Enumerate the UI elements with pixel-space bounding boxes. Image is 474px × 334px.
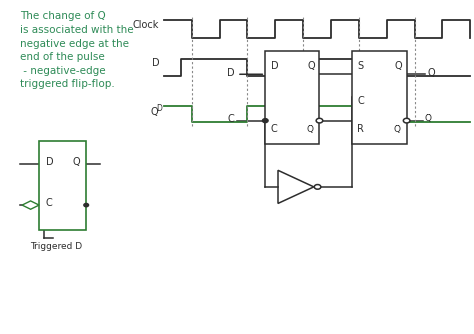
Text: Q̄: Q̄ — [425, 115, 431, 124]
Text: Clock: Clock — [133, 20, 159, 30]
Text: D: D — [152, 58, 159, 68]
Bar — [265, 51, 319, 144]
Circle shape — [314, 185, 321, 189]
Text: S: S — [357, 61, 363, 71]
Text: Q: Q — [395, 61, 402, 71]
Circle shape — [316, 118, 323, 123]
Text: C: C — [46, 198, 53, 208]
Circle shape — [84, 203, 89, 207]
Text: Q̄: Q̄ — [306, 125, 313, 134]
Text: The change of Q
is associated with the
negative edge at the
end of the pulse
 - : The change of Q is associated with the n… — [20, 11, 134, 89]
Text: Q̄: Q̄ — [393, 125, 401, 134]
Circle shape — [263, 119, 268, 123]
Text: Q: Q — [72, 157, 80, 167]
Text: D: D — [157, 104, 163, 113]
Text: R: R — [357, 124, 364, 134]
Text: C: C — [357, 96, 364, 106]
Text: D: D — [271, 61, 279, 71]
Text: C: C — [228, 114, 235, 124]
Text: C: C — [271, 124, 278, 134]
Text: Triggered D: Triggered D — [30, 241, 82, 250]
Text: Q: Q — [151, 107, 158, 117]
Text: Q: Q — [308, 61, 315, 71]
Bar — [39, 141, 86, 230]
Circle shape — [403, 118, 410, 123]
Bar — [353, 51, 407, 144]
Text: Q: Q — [428, 67, 436, 77]
Text: D: D — [227, 67, 235, 77]
Text: D: D — [46, 157, 53, 167]
